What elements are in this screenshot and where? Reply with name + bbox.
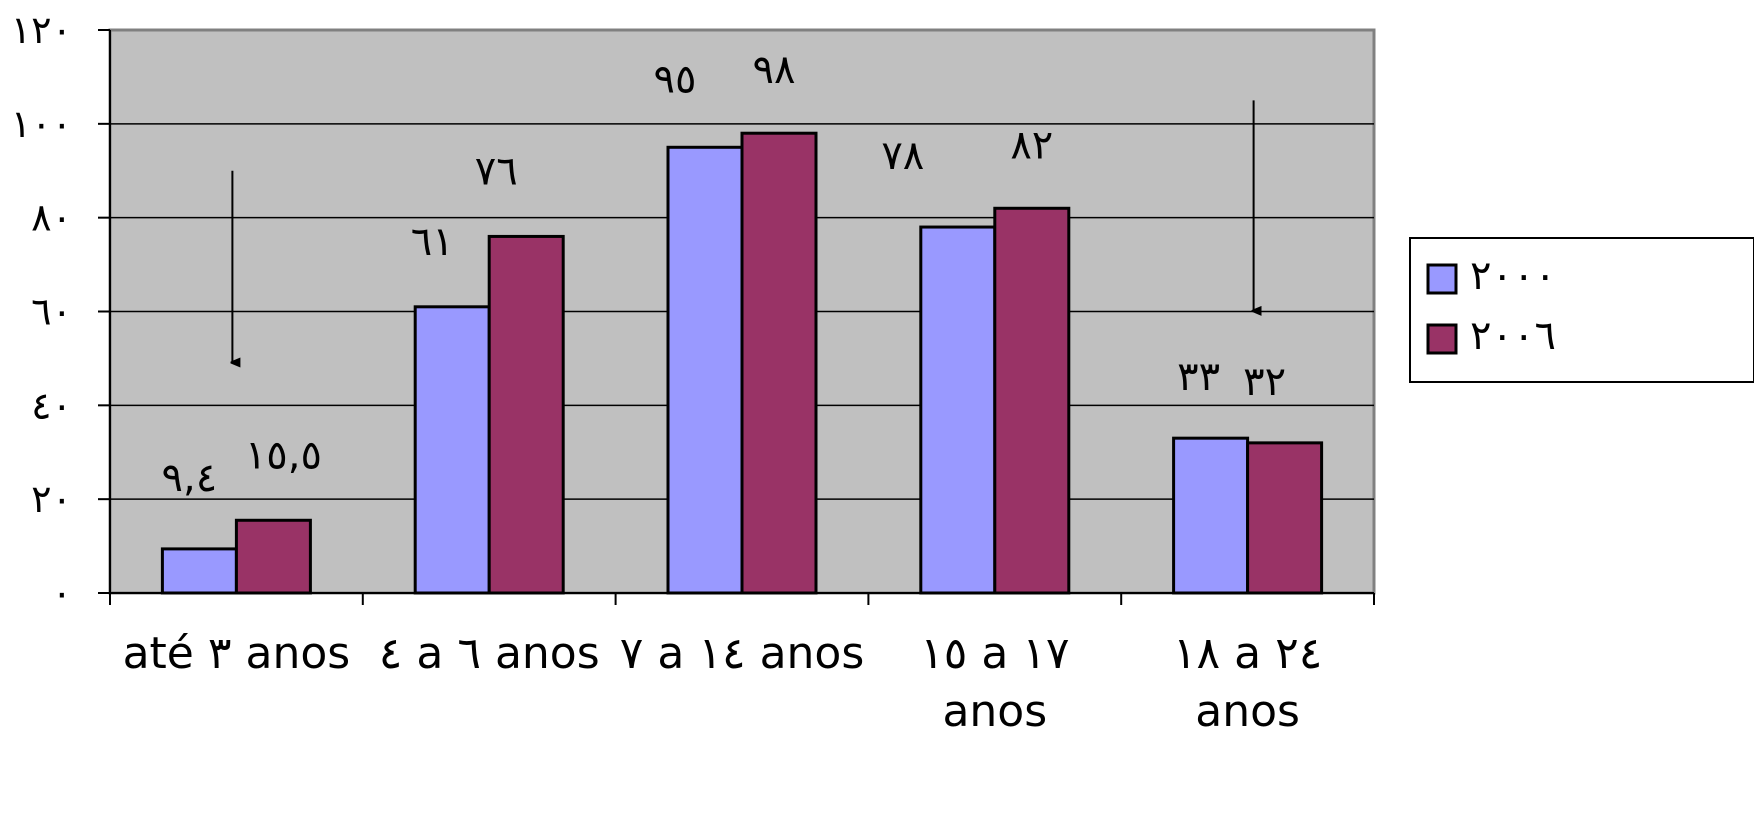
y-tick-label: ٨٠ (31, 196, 72, 240)
bar-series-2006 (1246, 441, 1324, 595)
bar-series-2000 (666, 145, 744, 595)
data-label: ٩٨ (753, 47, 796, 93)
legend-swatch (1426, 263, 1458, 295)
x-tick-label: até ٣ anos (123, 628, 351, 679)
bar-series-2000 (919, 225, 997, 595)
bar-series-2006 (740, 131, 818, 595)
x-tick-label: ٧ a ١٤ anos (620, 628, 865, 679)
x-tick-label: ٤ a ٦ anos (379, 628, 600, 679)
x-tick-label: ١٥ a ١٧ (920, 628, 1069, 679)
legend-label: ٢٠٠٦ (1470, 313, 1556, 359)
y-tick-label: ١٢٠ (11, 8, 72, 52)
bar-series-2000 (1172, 436, 1250, 595)
x-tick-label: anos (1195, 686, 1300, 737)
y-tick-label: ٦٠ (31, 290, 72, 334)
data-label: ٩,٤ (162, 455, 218, 501)
y-tick-label: ٤٠ (31, 383, 72, 427)
y-tick-label: ٢٠ (31, 477, 72, 521)
legend-label: ٢٠٠٠ (1470, 253, 1556, 299)
legend-swatch (1426, 323, 1458, 355)
data-label: ٩٥ (654, 56, 697, 102)
axes: ٠ ٢٠ ٤٠ ٦٠ ٨٠ ١٠٠ ١٢٠ até ٣ anos ٤ a ٦ anos ٧ a ١… (11, 8, 1375, 737)
bars: ٩,٤ ١٥,٥ ٦١ ٧٦ ٩٥ ٩٨ ٧٨ ٨٢ ٣٣ ٣٢ (160, 47, 1324, 595)
bar-series-2000 (160, 547, 238, 595)
y-tick-label: ٠ (52, 571, 72, 615)
bar-series-2000 (413, 305, 491, 595)
data-label: ٣٣ (1177, 354, 1220, 400)
data-label: ٦١ (411, 219, 454, 265)
bar-series-2006 (234, 518, 312, 595)
bar-series-2006 (487, 234, 565, 595)
data-label: ٧٨ (881, 133, 924, 179)
data-label: ٣٢ (1243, 359, 1286, 405)
data-label: ٨٢ (1010, 122, 1053, 168)
data-label: ١٥,٥ (245, 432, 322, 478)
x-tick-label: ١٨ a ٢٤ (1173, 628, 1322, 679)
data-label: ٧٦ (475, 148, 518, 194)
legend: ٢٠٠٠ ٢٠٠٦ (1409, 237, 1754, 383)
y-tick-label: ١٠٠ (11, 102, 72, 146)
x-tick-label: anos (942, 686, 1047, 737)
annotations (232, 100, 1253, 362)
bar-series-2006 (993, 206, 1071, 595)
legend-box (1409, 237, 1754, 383)
